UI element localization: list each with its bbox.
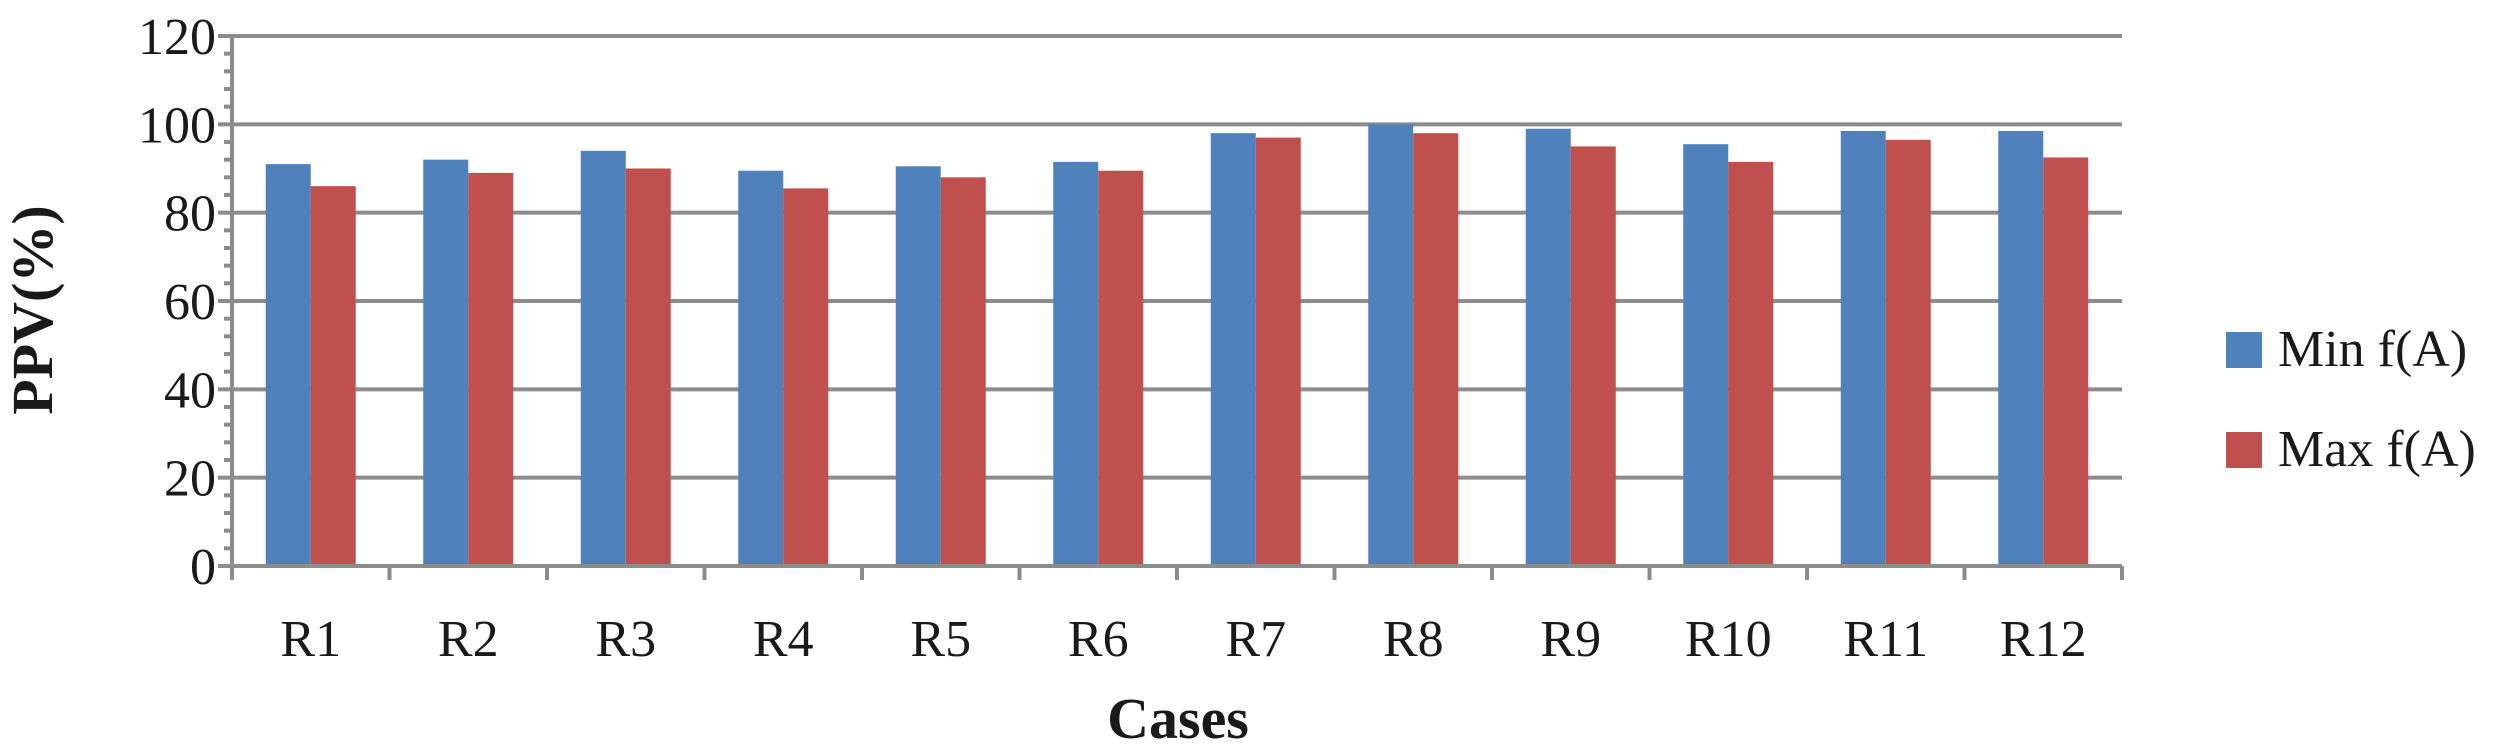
- x-tick-label-R10: R10: [1685, 611, 1772, 668]
- y-tick-label-0: 0: [190, 539, 216, 596]
- x-tick-label-R9: R9: [1540, 611, 1601, 668]
- y-tick-label-60: 60: [164, 274, 216, 331]
- x-tick-label-R5: R5: [910, 611, 971, 668]
- bar-R10-min: [1683, 144, 1729, 567]
- bar-R6-min: [1053, 161, 1099, 566]
- legend-swatch-min: [2226, 332, 2262, 368]
- bar-R8-max: [1413, 133, 1459, 566]
- x-tick-label-R7: R7: [1225, 611, 1286, 668]
- x-axis-title: Cases: [1107, 686, 1249, 751]
- bar-R4-max: [783, 188, 829, 566]
- bar-R9-max: [1570, 146, 1616, 566]
- legend-swatch-max: [2226, 432, 2262, 468]
- tick-labels: 0 20 40 60 80 100 120 R1 R2 R3 R4 R5 R6 R7 R8 R9 R10 R11 R…: [138, 9, 2087, 668]
- bar-R4-min: [738, 170, 784, 567]
- y-axis-title: PPV(%): [0, 205, 65, 414]
- legend-label-max: Max f(A): [2278, 421, 2476, 478]
- y-tick-label-40: 40: [164, 362, 216, 419]
- bar-R3-max: [625, 168, 671, 566]
- x-tick-label-R11: R11: [1843, 611, 1928, 668]
- y-tick-label-100: 100: [138, 97, 216, 154]
- axes: [218, 34, 2124, 580]
- x-tick-label-R4: R4: [753, 611, 814, 668]
- x-tick-label-R6: R6: [1068, 611, 1129, 668]
- bar-R7-min: [1210, 133, 1256, 566]
- bar-R8-min: [1368, 124, 1414, 566]
- bars: [265, 124, 2089, 567]
- x-tick-label-R3: R3: [595, 611, 656, 668]
- bar-R5-max: [940, 177, 986, 567]
- bar-R2-max: [468, 172, 514, 566]
- bar-R11-min: [1840, 130, 1886, 567]
- bar-R5-min: [895, 166, 941, 566]
- bar-R11-max: [1885, 139, 1931, 566]
- bar-R12-min: [1998, 130, 2044, 567]
- x-tick-label-R12: R12: [2000, 611, 2087, 668]
- bar-R3-min: [580, 150, 626, 567]
- bar-R9-min: [1525, 128, 1571, 566]
- bar-R1-max: [310, 186, 356, 566]
- bar-R12-max: [2043, 157, 2089, 567]
- y-tick-label-80: 80: [164, 186, 216, 243]
- y-tick-label-120: 120: [138, 9, 216, 66]
- x-tick-label-R2: R2: [438, 611, 499, 668]
- bar-R6-max: [1098, 170, 1144, 567]
- legend-label-min: Min f(A): [2278, 321, 2467, 378]
- legend: Min f(A) Max f(A): [2226, 321, 2476, 478]
- bar-R1-min: [265, 164, 311, 567]
- bar-R2-min: [423, 159, 469, 566]
- bar-R10-max: [1728, 161, 1774, 566]
- y-tick-label-20: 20: [164, 451, 216, 508]
- x-tick-label-R1: R1: [280, 611, 341, 668]
- x-tick-label-R8: R8: [1383, 611, 1444, 668]
- bar-R7-max: [1255, 137, 1301, 567]
- gridlines: [232, 34, 2122, 480]
